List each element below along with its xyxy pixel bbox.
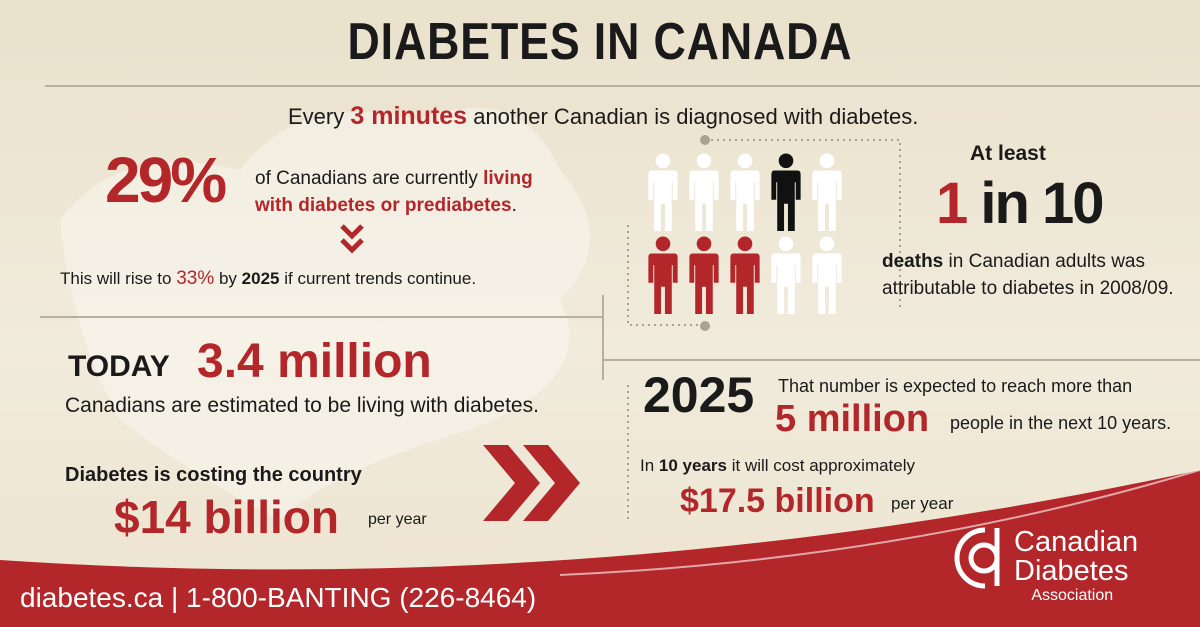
future-cost-unit: per year bbox=[891, 494, 954, 513]
logo-text: Canadian Diabetes Association bbox=[1014, 528, 1138, 606]
highlight: with diabetes or prediabetes bbox=[255, 195, 512, 216]
deaths-lead: At least bbox=[970, 142, 1046, 165]
swoosh-line bbox=[559, 469, 1200, 576]
future-cost-text: In 10 years it will cost approximately bbox=[640, 456, 915, 476]
text: it will cost approximately bbox=[731, 456, 916, 475]
text: of Canadians are currently bbox=[255, 168, 478, 189]
deaths-stat: 1 in 10 bbox=[936, 170, 1105, 237]
text: if current trends continue. bbox=[284, 269, 477, 288]
highlight: 1 bbox=[936, 171, 968, 236]
cost-text: Diabetes is costing the country bbox=[65, 464, 362, 486]
today-text: Canadians are estimated to be living wit… bbox=[65, 394, 539, 417]
contact: diabetes.ca | 1-800-BANTING (226-8464) bbox=[20, 582, 537, 613]
stat: 29% bbox=[105, 144, 227, 216]
text: . bbox=[511, 195, 517, 216]
highlight: living bbox=[483, 168, 533, 189]
intro: Every 3 minutes another Canadian is diag… bbox=[288, 102, 918, 131]
today-label: TODAY bbox=[68, 350, 170, 383]
dot bbox=[700, 135, 710, 145]
chevron-down bbox=[340, 224, 364, 254]
text: another Canadian is diagnosed with diabe… bbox=[473, 104, 919, 129]
future-suffix: people in the next 10 years. bbox=[950, 413, 1172, 433]
highlight: 10 years bbox=[658, 456, 727, 475]
footer-band bbox=[0, 470, 1200, 627]
text: In bbox=[640, 456, 655, 475]
projection: This will rise to 33% by 2025 if current… bbox=[60, 268, 476, 290]
highlight: 2025 bbox=[241, 269, 280, 288]
highlight: deaths bbox=[882, 251, 944, 272]
future-stat: 5 million bbox=[775, 398, 930, 440]
highlight: 3 minutes bbox=[350, 102, 468, 130]
dot bbox=[700, 321, 710, 331]
logo-mark bbox=[954, 527, 1000, 589]
text: This will rise to bbox=[60, 269, 172, 288]
logo-line: Diabetes bbox=[1014, 555, 1129, 587]
text: by bbox=[218, 269, 237, 288]
deaths-text: deaths in Canadian adults was attributab… bbox=[882, 248, 1182, 302]
dotted-connector bbox=[627, 139, 901, 520]
title: DIABETES IN CANADA bbox=[347, 13, 853, 71]
people-icons bbox=[648, 153, 842, 314]
text: in 10 bbox=[980, 171, 1104, 236]
logo-line: Association bbox=[1031, 587, 1114, 604]
map-shape bbox=[60, 107, 590, 520]
future-label: 2025 bbox=[643, 367, 755, 423]
cost-stat: $14 billion bbox=[114, 491, 339, 543]
text: Every bbox=[288, 104, 345, 129]
highlight: 33% bbox=[176, 268, 215, 289]
chevron-right bbox=[483, 445, 580, 521]
cost-unit: per year bbox=[368, 511, 427, 528]
logo-line: Canadian bbox=[1014, 526, 1139, 558]
prevalence-text: of Canadians are currently living with di… bbox=[255, 165, 533, 219]
future-text: That number is expected to reach more th… bbox=[778, 376, 1133, 396]
today-stat: 3.4 million bbox=[197, 335, 432, 388]
future-cost-stat: $17.5 billion bbox=[680, 482, 875, 520]
text: in Canadian adults was attributable to d… bbox=[882, 251, 1174, 299]
